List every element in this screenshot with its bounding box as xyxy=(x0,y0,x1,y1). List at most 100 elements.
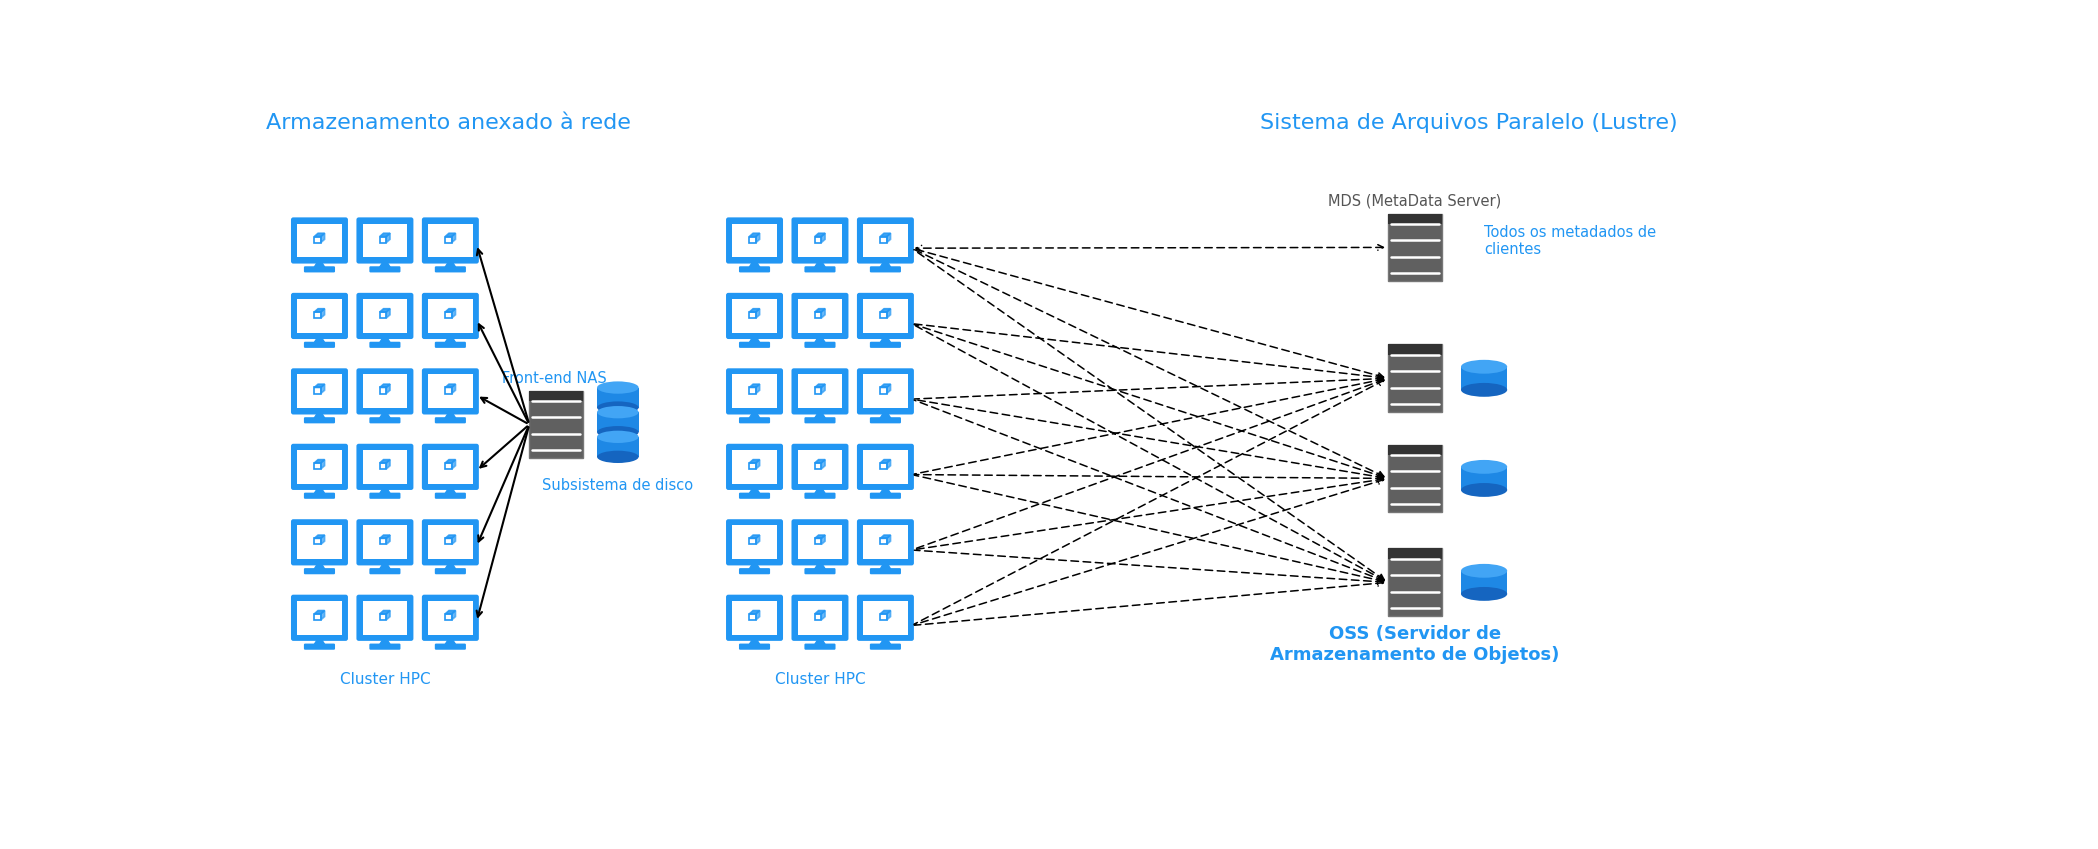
Polygon shape xyxy=(887,610,890,620)
Polygon shape xyxy=(445,233,455,237)
Polygon shape xyxy=(380,463,386,469)
Polygon shape xyxy=(887,535,890,544)
FancyBboxPatch shape xyxy=(862,374,908,408)
Polygon shape xyxy=(315,387,321,394)
Polygon shape xyxy=(445,538,451,544)
Polygon shape xyxy=(315,237,321,243)
Polygon shape xyxy=(755,385,759,394)
FancyBboxPatch shape xyxy=(363,223,407,257)
Polygon shape xyxy=(445,487,455,494)
Polygon shape xyxy=(315,535,325,538)
Polygon shape xyxy=(881,233,890,237)
Polygon shape xyxy=(321,309,325,318)
FancyBboxPatch shape xyxy=(434,492,466,499)
Text: Front-end NAS: Front-end NAS xyxy=(501,371,606,386)
FancyBboxPatch shape xyxy=(422,594,478,641)
FancyBboxPatch shape xyxy=(856,368,915,414)
Polygon shape xyxy=(445,312,451,318)
Polygon shape xyxy=(881,459,890,463)
FancyBboxPatch shape xyxy=(738,417,770,424)
FancyBboxPatch shape xyxy=(422,520,478,565)
Polygon shape xyxy=(380,337,390,343)
FancyBboxPatch shape xyxy=(797,299,841,333)
FancyBboxPatch shape xyxy=(732,601,776,635)
FancyBboxPatch shape xyxy=(428,526,472,559)
Polygon shape xyxy=(749,237,755,243)
FancyBboxPatch shape xyxy=(298,299,342,333)
Polygon shape xyxy=(881,387,887,394)
FancyBboxPatch shape xyxy=(738,492,770,499)
FancyBboxPatch shape xyxy=(738,342,770,348)
FancyBboxPatch shape xyxy=(304,644,336,649)
Polygon shape xyxy=(879,261,892,267)
FancyBboxPatch shape xyxy=(428,374,472,408)
FancyBboxPatch shape xyxy=(871,568,900,574)
Polygon shape xyxy=(321,610,325,620)
FancyBboxPatch shape xyxy=(292,594,348,641)
FancyBboxPatch shape xyxy=(871,417,900,424)
FancyBboxPatch shape xyxy=(292,520,348,565)
Polygon shape xyxy=(380,535,390,538)
Text: Cluster HPC: Cluster HPC xyxy=(340,672,430,688)
Polygon shape xyxy=(749,614,755,620)
Polygon shape xyxy=(881,614,887,620)
Ellipse shape xyxy=(1460,564,1506,577)
Polygon shape xyxy=(814,610,825,614)
Polygon shape xyxy=(814,309,825,312)
Polygon shape xyxy=(879,413,892,419)
Polygon shape xyxy=(822,459,825,469)
Polygon shape xyxy=(445,610,455,614)
Polygon shape xyxy=(749,563,759,570)
FancyBboxPatch shape xyxy=(804,644,835,649)
FancyBboxPatch shape xyxy=(726,594,783,641)
Polygon shape xyxy=(315,413,325,419)
FancyBboxPatch shape xyxy=(791,217,848,263)
FancyBboxPatch shape xyxy=(726,293,783,339)
Polygon shape xyxy=(814,538,822,544)
Polygon shape xyxy=(445,463,451,469)
Polygon shape xyxy=(814,487,825,494)
Polygon shape xyxy=(386,535,390,544)
FancyBboxPatch shape xyxy=(791,444,848,490)
Polygon shape xyxy=(755,610,759,620)
Text: Armazenamento anexado à rede: Armazenamento anexado à rede xyxy=(266,113,631,132)
FancyBboxPatch shape xyxy=(428,299,472,333)
FancyBboxPatch shape xyxy=(357,368,413,414)
Polygon shape xyxy=(386,233,390,243)
Polygon shape xyxy=(814,237,822,243)
FancyBboxPatch shape xyxy=(726,520,783,565)
Polygon shape xyxy=(822,385,825,394)
Polygon shape xyxy=(749,309,759,312)
FancyBboxPatch shape xyxy=(726,368,783,414)
Polygon shape xyxy=(315,233,325,237)
FancyBboxPatch shape xyxy=(797,223,841,257)
FancyBboxPatch shape xyxy=(1389,214,1441,223)
Polygon shape xyxy=(887,385,890,394)
FancyBboxPatch shape xyxy=(856,520,915,565)
FancyBboxPatch shape xyxy=(357,444,413,490)
FancyBboxPatch shape xyxy=(862,526,908,559)
Polygon shape xyxy=(749,312,755,318)
Polygon shape xyxy=(814,535,825,538)
Polygon shape xyxy=(315,538,321,544)
Polygon shape xyxy=(451,309,455,318)
Text: Todos os metadados de
clientes: Todos os metadados de clientes xyxy=(1483,225,1655,257)
FancyBboxPatch shape xyxy=(369,568,401,574)
Text: Cluster HPC: Cluster HPC xyxy=(774,672,864,688)
FancyBboxPatch shape xyxy=(304,267,336,273)
FancyBboxPatch shape xyxy=(357,594,413,641)
FancyBboxPatch shape xyxy=(871,644,900,649)
Polygon shape xyxy=(380,385,390,387)
Polygon shape xyxy=(380,614,386,620)
Ellipse shape xyxy=(598,402,638,413)
Polygon shape xyxy=(321,535,325,544)
Polygon shape xyxy=(749,463,755,469)
Polygon shape xyxy=(814,459,825,463)
Polygon shape xyxy=(386,385,390,394)
Polygon shape xyxy=(881,535,890,538)
FancyBboxPatch shape xyxy=(369,644,401,649)
FancyBboxPatch shape xyxy=(434,417,466,424)
FancyBboxPatch shape xyxy=(871,492,900,499)
Polygon shape xyxy=(814,638,825,644)
Polygon shape xyxy=(321,385,325,394)
